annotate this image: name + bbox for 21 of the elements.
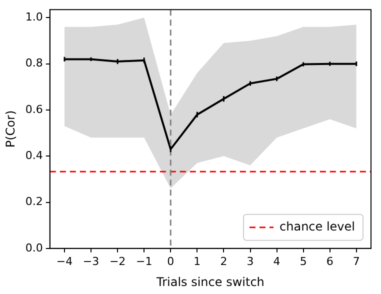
y-tick-label: 0.6 [25, 102, 43, 116]
x-tick-label: 1 [194, 254, 201, 268]
x-tick-label: 5 [300, 254, 307, 268]
y-tick-label: 0.8 [25, 56, 43, 70]
legend-label: chance level [280, 220, 356, 234]
x-tick-label: 7 [352, 254, 360, 268]
x-tick-label: 6 [326, 254, 334, 268]
x-tick-label: 3 [246, 254, 254, 268]
y-axis-title: P(Cor) [3, 110, 18, 148]
x-tick-label: −4 [56, 254, 73, 268]
x-tick-label: 4 [273, 254, 280, 268]
x-tick-label: −2 [109, 254, 126, 268]
x-tick-label: 2 [220, 254, 228, 268]
x-tick-label: −1 [136, 254, 152, 268]
y-tick-label: 0.2 [25, 195, 43, 208]
x-tick-label: −3 [82, 254, 100, 268]
y-tick-label: 0.4 [25, 148, 43, 162]
y-tick-label: 1.0 [25, 10, 43, 24]
x-axis-title: Trials since switch [156, 274, 264, 289]
x-tick-label: 0 [167, 254, 174, 268]
y-tick-label: 0.0 [25, 241, 43, 254]
